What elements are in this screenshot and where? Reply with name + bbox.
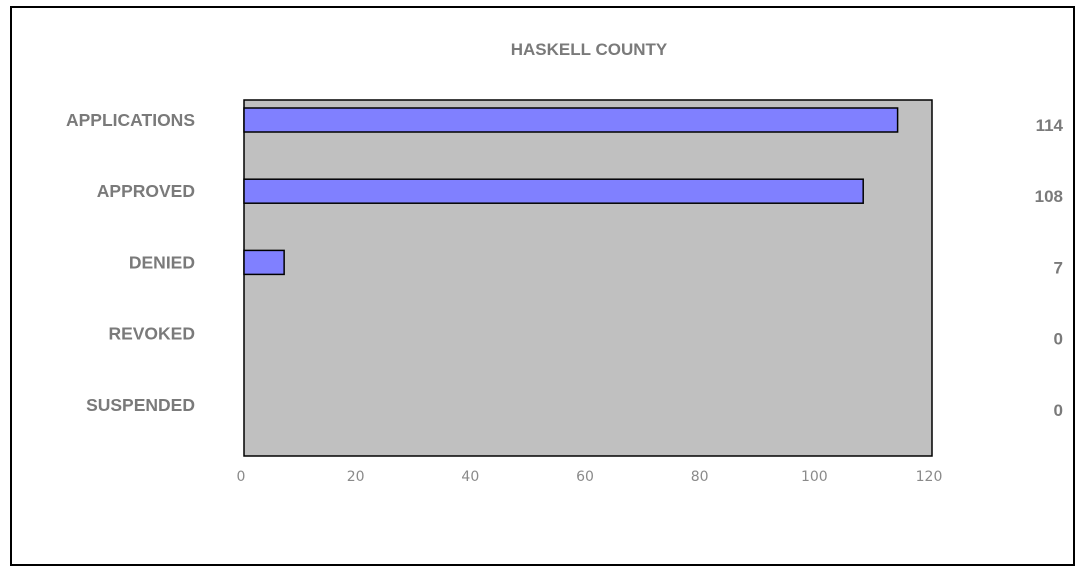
category-label-revoked: REVOKED — [108, 324, 195, 344]
bar-denied — [243, 249, 285, 276]
category-label-denied: DENIED — [129, 252, 195, 272]
x-axis-ticks: 0 20 40 60 80 100 120 — [237, 469, 943, 485]
value-label-applications: 114 — [1036, 116, 1064, 135]
x-tick-label: 40 — [461, 469, 479, 485]
x-tick-label: 120 — [916, 469, 943, 485]
x-tick-label: 80 — [691, 469, 709, 485]
x-tick-label: 0 — [237, 469, 246, 485]
value-label-suspended: 0 — [1054, 401, 1063, 420]
bar-approved — [243, 178, 864, 204]
x-tick-label: 60 — [576, 469, 594, 485]
x-tick-label: 100 — [801, 469, 828, 485]
bar-applications — [243, 107, 899, 133]
x-tick-label: 20 — [347, 469, 365, 485]
value-labels: 114 108 7 0 0 — [1035, 116, 1064, 420]
value-label-approved: 108 — [1035, 187, 1063, 206]
category-label-approved: APPROVED — [97, 181, 195, 201]
plot-area — [243, 99, 933, 457]
chart-title: HASKELL COUNTY — [511, 40, 668, 59]
category-label-suspended: SUSPENDED — [86, 395, 195, 415]
value-label-denied: 7 — [1054, 258, 1063, 277]
bar-chart: HASKELL COUNTY APPLICATIONS APPROVED DENIE… — [66, 40, 1064, 485]
category-label-applications: APPLICATIONS — [66, 110, 195, 130]
bars — [243, 107, 899, 276]
value-label-revoked: 0 — [1054, 330, 1063, 349]
category-labels: APPLICATIONS APPROVED DENIED REVOKED SUSPEND… — [66, 110, 195, 415]
